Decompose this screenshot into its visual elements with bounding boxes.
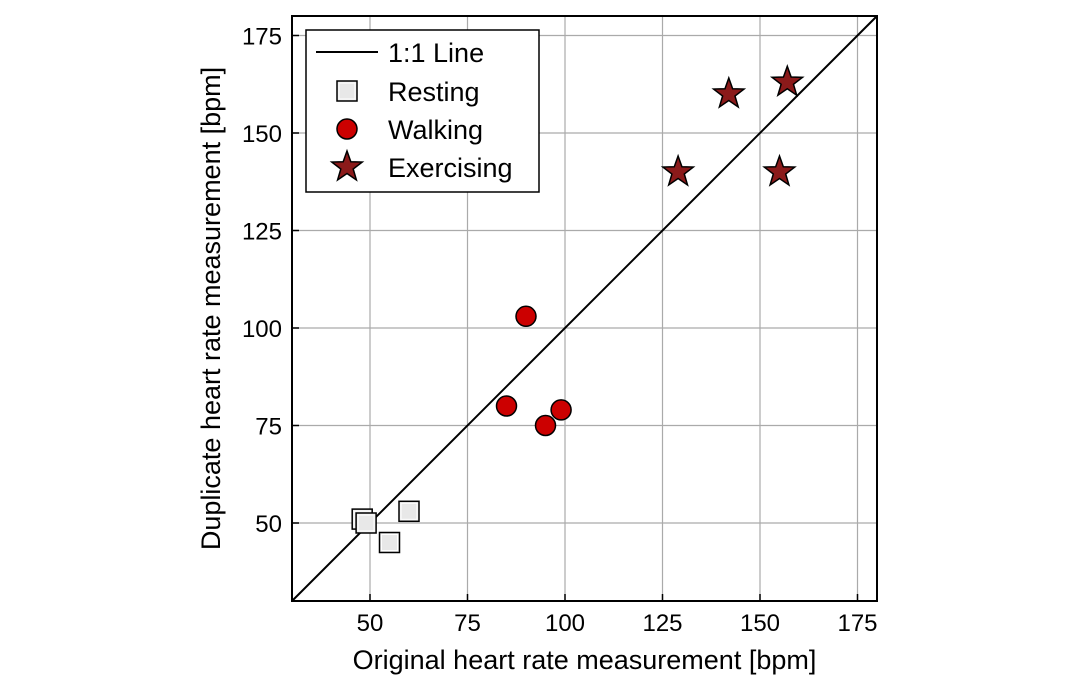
y-tick-label: 150 — [242, 121, 282, 148]
legend-label-1-1-line: 1:1 Line — [388, 38, 484, 68]
exercising-legend-marker — [329, 148, 365, 182]
legend-label-exercising: Exercising — [388, 153, 513, 183]
x-tick-label: 50 — [357, 610, 384, 637]
legend-label-walking: Walking — [388, 115, 483, 145]
square-marker-fill — [398, 500, 420, 523]
y-tick-label: 100 — [242, 316, 282, 343]
square-marker-highlight — [400, 502, 418, 520]
legend-swatch-walking — [336, 118, 358, 140]
x-tick-label: 150 — [740, 610, 780, 637]
resting-point — [355, 512, 377, 534]
resting-point — [398, 500, 420, 523]
legend-label-resting: Resting — [388, 77, 480, 107]
x-tick-label: 175 — [837, 610, 877, 637]
axis-ticks: 50 75 100 125 150 175 50 75 100 125 150 175 — [242, 24, 878, 638]
resting-point — [378, 531, 401, 554]
x-tick-label: 75 — [454, 610, 481, 637]
resting-legend-marker — [336, 80, 358, 102]
square-marker-highlight — [381, 534, 398, 551]
walking-point — [550, 399, 572, 421]
plot-frame — [291, 15, 878, 602]
square-marker-highlight — [357, 514, 375, 532]
y-tick-label: 50 — [255, 511, 282, 538]
y-axis-label: Duplicate heart rate measurement [bpm] — [196, 67, 226, 550]
one-to-one-line — [291, 15, 878, 602]
y-tick-label: 75 — [255, 414, 282, 441]
square-marker-fill — [378, 531, 401, 554]
exercising-point — [660, 153, 696, 187]
x-tick-label: 100 — [545, 610, 585, 637]
y-tick-label: 125 — [242, 219, 282, 246]
x-axis-label: Original heart rate measurement [bpm] — [353, 645, 817, 675]
square-marker-highlight — [338, 82, 356, 100]
exercising-point — [762, 153, 797, 187]
legend-swatch-resting — [336, 80, 358, 102]
legend-swatch-exercising — [329, 148, 365, 182]
square-marker-fill — [355, 512, 377, 534]
legend: 1:1 Line Resting Walking Exercising — [305, 29, 540, 193]
x-tick-label: 125 — [642, 610, 682, 637]
walking-point — [495, 395, 518, 417]
walking-point — [534, 414, 557, 437]
walking-legend-marker — [336, 118, 358, 140]
walking-point — [515, 305, 537, 328]
exercising-point — [769, 64, 805, 98]
exercising-point — [711, 75, 747, 109]
data-markers — [351, 64, 805, 554]
square-marker-fill — [336, 80, 358, 102]
y-tick-label: 175 — [242, 24, 282, 51]
